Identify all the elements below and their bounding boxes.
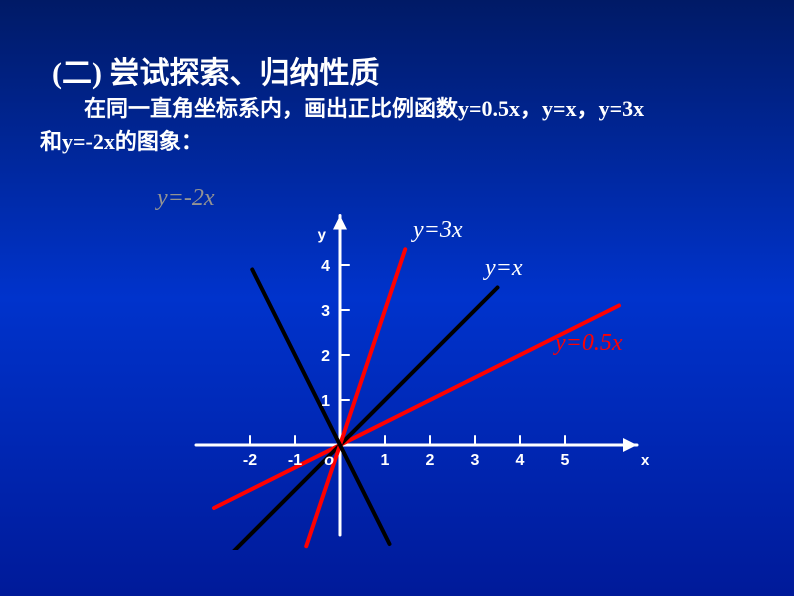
slide: (二) 尝试探索、归纳性质 在同一直角坐标系内，画出正比例函数y=0.5x，y=… — [0, 0, 794, 596]
desc-line-2: 和y=-2x的图象： — [40, 129, 203, 154]
x-tick-label: -1 — [288, 452, 302, 469]
x-axis-arrow — [623, 438, 637, 452]
y-tick-label: 3 — [321, 303, 330, 320]
x-tick-label: 3 — [471, 452, 480, 469]
x-tick-label: 4 — [516, 452, 525, 469]
x-tick-label: -2 — [243, 452, 257, 469]
y-axis-label: y — [318, 227, 327, 244]
slide-description: 在同一直角坐标系内，画出正比例函数y=0.5x，y=x，y=3x 和y=-2x的… — [40, 92, 754, 158]
x-tick-label: 5 — [561, 452, 570, 469]
desc-line-1: 在同一直角坐标系内，画出正比例函数y=0.5x，y=x，y=3x — [40, 96, 644, 121]
x-axis-label: x — [641, 452, 650, 469]
slide-title: (二) 尝试探索、归纳性质 — [52, 48, 379, 92]
line-label-y=3x: y=3x — [413, 217, 463, 244]
y-tick-label: 2 — [321, 348, 330, 365]
y-tick-label: 1 — [321, 393, 330, 410]
line-label-y=-2x: y=-2x — [157, 185, 215, 212]
origin-label: o — [324, 452, 334, 469]
x-tick-label: 1 — [381, 452, 390, 469]
line-label-y=x: y=x — [485, 255, 523, 282]
y-tick-label: 4 — [321, 258, 330, 275]
line-label-y=0.5x: y=0.5x — [555, 330, 623, 357]
coordinate-chart: -2 -1 1 2 3 4 5 1 2 3 4 x y o y=0.5x y=x y=3x y=-2x — [155, 155, 675, 550]
x-tick-label: 2 — [426, 452, 435, 469]
y-axis-arrow — [333, 216, 347, 230]
